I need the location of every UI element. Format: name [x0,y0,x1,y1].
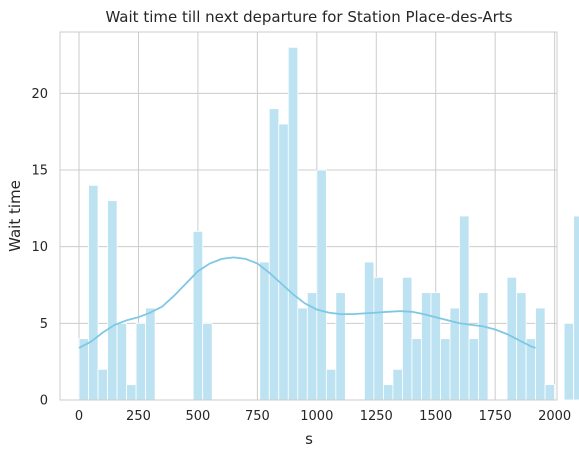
x-tick-label: 750 [245,409,270,424]
y-tick-label: 15 [31,164,48,179]
plot-frame [59,31,558,401]
histogram-bar [392,368,403,401]
histogram-bar [316,169,327,401]
y-tick-label: 5 [40,317,48,332]
histogram-bar [287,46,299,401]
histogram-bar [383,384,394,401]
histogram-bar [478,292,489,401]
histogram-bar [535,307,546,401]
histogram-bar [278,123,289,401]
histogram-bar [107,200,118,401]
histogram-bars [78,46,579,401]
histogram-bar [325,368,337,401]
histogram-bar [373,276,384,401]
histogram-bar [268,108,280,401]
histogram-bar [563,322,575,401]
histogram-bar [192,230,204,401]
y-tick-label: 0 [40,394,48,409]
histogram-bar [259,261,270,401]
histogram-bar [411,338,422,401]
x-tick-label: 1500 [419,409,452,424]
x-tick-label: 250 [126,409,151,424]
y-tick-label: 20 [31,87,48,102]
y-tick-labels: 0 5 10 15 20 [31,87,48,409]
x-tick-label: 0 [75,409,83,424]
histogram-bar [430,292,441,401]
histogram-bar [202,322,213,401]
histogram-bar [335,292,346,401]
y-tick-label: 10 [31,240,48,255]
histogram-bar [573,215,579,401]
x-tick-label: 1750 [479,409,512,424]
histogram-bar [145,307,156,401]
chart-title: Wait time till next departure for Statio… [105,8,512,26]
histogram-bar [544,384,556,401]
y-axis-label: Wait time [6,180,24,252]
x-tick-labels: 0 250 500 750 1000 1250 1500 1750 2000 [75,409,571,424]
histogram-bar [516,292,527,401]
histogram-bar [88,184,99,401]
x-tick-label: 1000 [300,409,333,424]
histogram-bar [126,384,137,401]
x-axis-label: s [305,430,313,448]
histogram-bar [468,338,479,401]
histogram-bar [402,276,413,401]
histogram-bar [116,322,127,401]
x-tick-label: 1250 [360,409,393,424]
histogram-bar [297,307,308,401]
x-tick-label: 500 [186,409,211,424]
histogram-bar [421,292,432,401]
histogram-bar [459,215,470,401]
kde-curve [78,256,536,349]
histogram-bar [97,368,108,401]
histogram-bar [440,338,451,401]
histogram-bar [135,322,147,401]
histogram-bar [363,261,375,401]
x-tick-label: 2000 [538,409,571,424]
